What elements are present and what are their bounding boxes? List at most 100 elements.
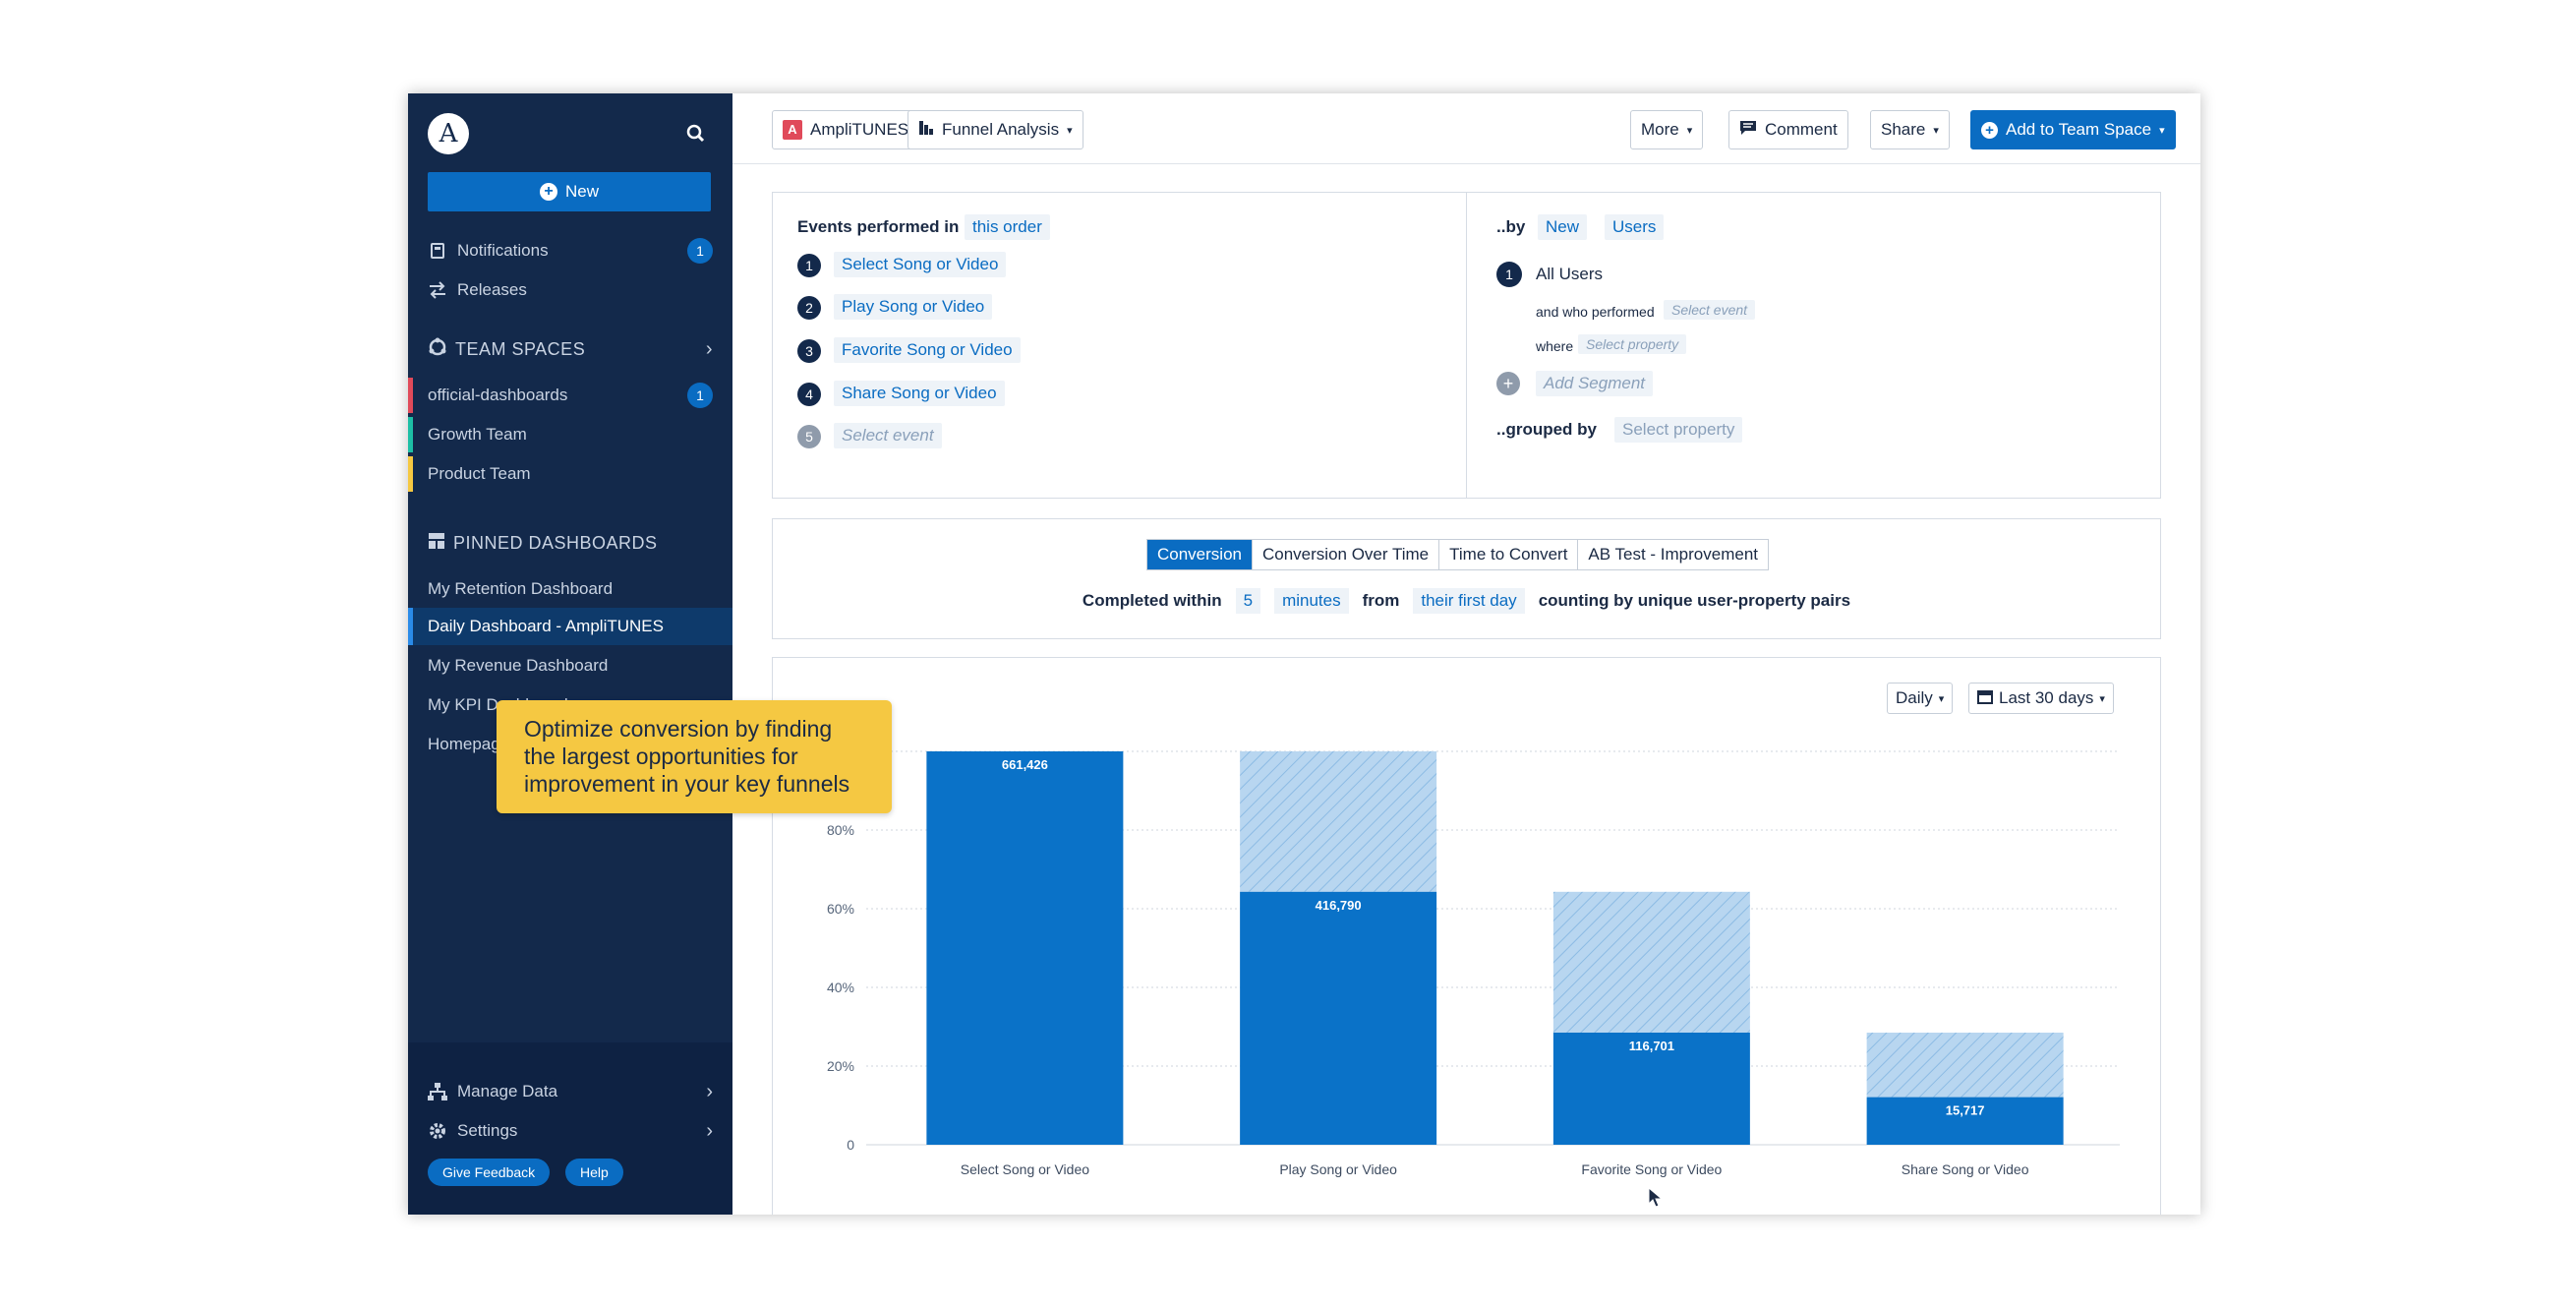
chevron-right-icon: ›: [706, 1119, 713, 1142]
date-range-selector[interactable]: Last 30 days ▾: [1968, 683, 2114, 714]
sidebar-item-manage-data[interactable]: Manage Data ›: [428, 1077, 713, 1106]
funnel-chart-icon: [918, 120, 934, 141]
settings-label: Settings: [457, 1121, 518, 1140]
segment-panel: ..by New Users 1 All Users and who perfo…: [1466, 192, 2161, 499]
select-event-placeholder[interactable]: Select event: [834, 423, 942, 448]
step-number: 4: [797, 383, 821, 406]
team-color-bar: [408, 378, 413, 413]
tab-time-to-convert[interactable]: Time to Convert: [1439, 540, 1579, 569]
y-tick-label: 60%: [827, 901, 854, 917]
new-button-label: New: [564, 182, 599, 201]
dropoff-bar: [1866, 1033, 2064, 1098]
search-icon[interactable]: [683, 121, 709, 147]
gear-icon: [428, 1121, 447, 1141]
completed-within-label: Completed within: [1082, 591, 1222, 610]
y-tick-label: 80%: [827, 822, 854, 838]
x-tick-label: Share Song or Video: [1902, 1161, 2029, 1177]
grouped-by-selector[interactable]: Select property: [1614, 417, 1743, 443]
x-tick-label: Play Song or Video: [1279, 1161, 1397, 1177]
plus-icon: +: [539, 183, 557, 201]
event-step[interactable]: Favorite Song or Video: [834, 337, 1021, 363]
plus-icon: +: [1981, 121, 1998, 139]
sidebar-item-notifications[interactable]: Notifications 1: [428, 236, 713, 266]
new-button[interactable]: + New: [428, 172, 711, 211]
team-spaces-title: TEAM SPACES: [455, 338, 586, 359]
sidebar-item-growth-team[interactable]: Growth Team: [428, 420, 713, 449]
step-number: 5: [797, 425, 821, 448]
tab-ab-test[interactable]: AB Test - Improvement: [1588, 545, 1759, 564]
chevron-down-icon: ▾: [2159, 124, 2165, 137]
chevron-down-icon: ▾: [1933, 124, 1939, 137]
all-users-label[interactable]: All Users: [1536, 265, 1604, 283]
amplitude-logo[interactable]: A: [428, 113, 469, 154]
sidebar-item-dashboard[interactable]: My Retention Dashboard: [428, 579, 614, 598]
sidebar-item-dashboard[interactable]: Homepage: [428, 735, 510, 753]
chart-settings-panel: Conversion Conversion Over Time Time to …: [772, 518, 2161, 639]
interval-selector[interactable]: Daily ▾: [1887, 683, 1954, 714]
dropoff-bar: [1552, 891, 1750, 1033]
interval-label: Daily: [1896, 688, 1933, 707]
releases-label: Releases: [457, 280, 527, 299]
app-name: AmpliTUNES: [810, 120, 909, 139]
sidebar-item-dashboard-active[interactable]: Daily Dashboard - AmpliTUNES: [408, 608, 732, 645]
comment-button[interactable]: Comment: [1728, 110, 1848, 149]
bar-data-label: 661,426: [1002, 757, 1048, 772]
segment-users-selector[interactable]: Users: [1605, 214, 1665, 240]
chevron-right-icon: ›: [706, 1080, 713, 1102]
window-unit-selector[interactable]: minutes: [1274, 588, 1349, 614]
segment-select-property[interactable]: Select property: [1578, 334, 1687, 354]
help-button[interactable]: Help: [565, 1159, 623, 1186]
tab-conversion-over-time[interactable]: Conversion Over Time: [1253, 540, 1440, 569]
step-number: 2: [797, 296, 821, 320]
step-number: 1: [797, 254, 821, 277]
app-selector[interactable]: A AmpliTUNES ▾: [772, 110, 933, 149]
chevron-right-icon: ›: [705, 337, 713, 360]
event-step[interactable]: Share Song or Video: [834, 381, 1005, 406]
sidebar-item-product-team[interactable]: Product Team: [428, 459, 713, 489]
team-label: Product Team: [428, 464, 531, 483]
share-button[interactable]: Share ▾: [1870, 110, 1950, 149]
counting-label: counting by unique user-property pairs: [1538, 591, 1851, 610]
hierarchy-icon: [428, 1082, 447, 1101]
notifications-label: Notifications: [457, 241, 549, 260]
sidebar-item-releases[interactable]: Releases: [428, 275, 713, 305]
sidebar-item-official-dashboards[interactable]: official-dashboards 1: [428, 381, 713, 410]
add-team-space-label: Add to Team Space: [2006, 120, 2152, 139]
team-count-badge: 1: [687, 383, 713, 408]
team-spaces-header[interactable]: TEAM SPACES ›: [428, 334, 713, 364]
give-feedback-button[interactable]: Give Feedback: [428, 1159, 551, 1186]
team-color-bar: [408, 456, 413, 492]
y-tick-label: 0: [847, 1137, 854, 1153]
event-step[interactable]: Select Song or Video: [834, 252, 1007, 277]
manage-data-label: Manage Data: [457, 1082, 558, 1100]
team-label: official-dashboards: [428, 386, 568, 404]
first-day-selector[interactable]: their first day: [1413, 588, 1525, 614]
add-segment-icon[interactable]: +: [1496, 372, 1520, 395]
more-button[interactable]: More ▾: [1630, 110, 1704, 149]
window-value-input[interactable]: 5: [1235, 588, 1261, 614]
sidebar-item-settings[interactable]: Settings ›: [428, 1116, 713, 1146]
funnel-chart: 0 20% 40% 60% 80% 661,426 Select Song or Video…: [827, 750, 2120, 1177]
conversion-bar: [1240, 891, 1437, 1145]
chart-type-selector[interactable]: Funnel Analysis ▾: [907, 110, 1083, 149]
segment-select-event[interactable]: Select event: [1664, 300, 1756, 320]
dropoff-bar: [1240, 751, 1437, 892]
add-segment-button[interactable]: Add Segment: [1536, 371, 1654, 396]
event-step[interactable]: Play Song or Video: [834, 294, 993, 320]
tab-conversion[interactable]: Conversion: [1147, 540, 1253, 569]
pinned-dashboards-title: PINNED DASHBOARDS: [453, 532, 658, 553]
conversion-bar: [1866, 1097, 2064, 1145]
team-spaces-icon: [428, 337, 447, 362]
order-selector[interactable]: this order: [965, 214, 1050, 240]
chevron-down-icon: ▾: [1938, 692, 1945, 705]
comment-label: Comment: [1765, 120, 1838, 139]
segment-new-selector[interactable]: New: [1538, 214, 1588, 240]
team-color-bar: [408, 417, 413, 452]
app-window: A + New Notifications 1 Releases TEAM SP…: [408, 93, 2200, 1215]
sidebar-item-dashboard[interactable]: My Revenue Dashboard: [428, 656, 609, 675]
add-to-team-space-button[interactable]: + Add to Team Space ▾: [1970, 110, 2176, 149]
dashboard-grid-icon: [428, 532, 445, 555]
y-tick-label: 40%: [827, 980, 854, 995]
step-number: 3: [797, 339, 821, 363]
y-tick-label: 20%: [827, 1058, 854, 1074]
